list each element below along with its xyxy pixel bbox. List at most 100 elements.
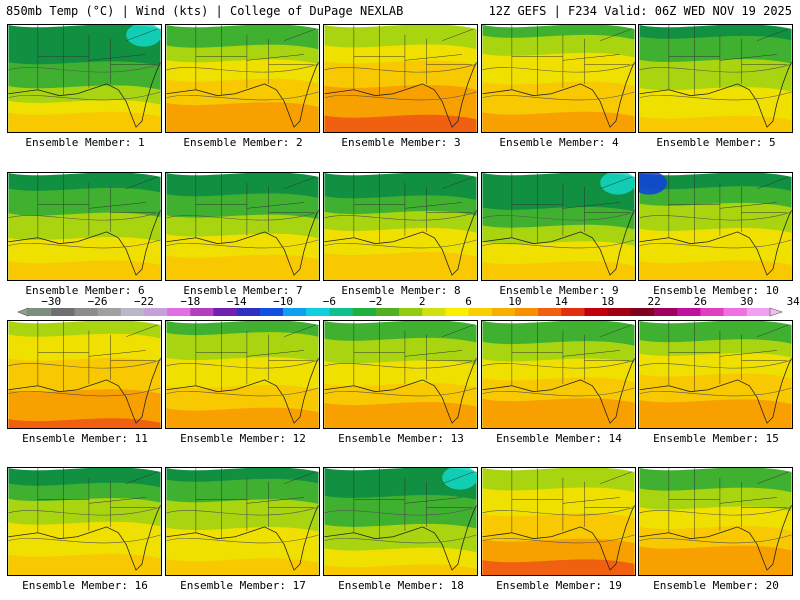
temperature-map (638, 467, 793, 576)
colorbar-swatch (259, 308, 284, 316)
ensemble-member-label: Ensemble Member: 15 (653, 432, 779, 445)
temperature-colorbar: −30−26−22−18−14−10−6−2261014182226303438… (17, 296, 800, 317)
colorbar-tick-label: 34 (787, 296, 800, 308)
colorbar-tick-label: 18 (601, 296, 614, 308)
colorbar-tick-label: −26 (88, 296, 108, 308)
colorbar-swatch (399, 308, 423, 316)
colorbar-tick-label: 14 (555, 296, 569, 308)
colorbar-swatch (283, 308, 307, 316)
temperature-map (7, 24, 162, 133)
ensemble-panel (7, 320, 162, 429)
colorbar-tick-label: 26 (694, 296, 707, 308)
temperature-map (481, 467, 636, 576)
colorbar-tick-label: 10 (508, 296, 521, 308)
colorbar-tick-label: 6 (465, 296, 472, 308)
colorbar-swatch (445, 308, 469, 316)
colorbar-swatch (700, 308, 724, 316)
ensemble-member-label: Ensemble Member: 6 (25, 284, 145, 297)
colorbar-swatch (538, 308, 562, 316)
ensemble-panel (165, 172, 320, 281)
colorbar-tick-label: 22 (647, 296, 660, 308)
ensemble-panel (323, 320, 478, 429)
ensemble-member-label: Ensemble Member: 11 (22, 432, 148, 445)
ensemble-panel (323, 467, 478, 576)
map-title: 850mb Temp (°C) | Wind (kts) | College o… (6, 4, 404, 18)
colorbar-tick-label: −2 (369, 296, 382, 308)
colorbar-swatch (514, 308, 539, 316)
ensemble-member-label: Ensemble Member: 5 (656, 136, 776, 149)
ensemble-member-label: Ensemble Member: 13 (338, 432, 464, 445)
colorbar-tick-label: −18 (180, 296, 200, 308)
ensemble-member-label: Ensemble Member: 19 (496, 579, 622, 592)
colorbar-swatch (630, 308, 655, 316)
colorbar-swatch (120, 308, 145, 316)
colorbar-swatch (306, 308, 330, 316)
colorbar-swatch (422, 308, 446, 316)
colorbar-tick-label: −10 (273, 296, 293, 308)
ensemble-member-label: Ensemble Member: 18 (338, 579, 464, 592)
ensemble-panel (481, 172, 636, 281)
ensemble-member-label: Ensemble Member: 1 (25, 136, 145, 149)
colorbar-swatch (607, 308, 632, 316)
ensemble-member-label: Ensemble Member: 8 (341, 284, 461, 297)
colorbar-swatch (677, 308, 701, 316)
temperature-map (165, 320, 320, 429)
colorbar-swatch (51, 308, 75, 316)
temperature-map (638, 24, 793, 133)
colorbar-swatch (97, 308, 122, 316)
ensemble-panel (481, 320, 636, 429)
ensemble-panel (481, 467, 636, 576)
colorbar-swatch (584, 308, 608, 316)
ensemble-member-label: Ensemble Member: 7 (183, 284, 303, 297)
colorbar-swatch (213, 308, 237, 316)
colorbar-swatch (375, 308, 400, 316)
ensemble-panel (638, 24, 793, 133)
temperature-map (165, 24, 320, 133)
temperature-map (165, 172, 320, 281)
colorbar-swatch (74, 308, 98, 316)
ensemble-member-label: Ensemble Member: 10 (653, 284, 779, 297)
ensemble-member-label: Ensemble Member: 16 (22, 579, 148, 592)
temperature-map (7, 467, 162, 576)
temperature-map (481, 172, 636, 281)
colorbar-tick-label: −6 (323, 296, 336, 308)
ensemble-panel (165, 467, 320, 576)
temperature-map (7, 172, 162, 281)
colorbar-swatch (723, 308, 748, 316)
ensemble-member-label: Ensemble Member: 14 (496, 432, 622, 445)
ensemble-panel (323, 172, 478, 281)
colorbar-swatch (561, 308, 585, 316)
temperature-map (638, 320, 793, 429)
ensemble-member-label: Ensemble Member: 3 (341, 136, 461, 149)
ensemble-panel (7, 172, 162, 281)
ensemble-member-label: Ensemble Member: 12 (180, 432, 306, 445)
temperature-map (481, 24, 636, 133)
temperature-map (7, 320, 162, 429)
temperature-map (165, 467, 320, 576)
temperature-map (323, 467, 478, 576)
ensemble-panel (165, 320, 320, 429)
temperature-map (481, 320, 636, 429)
colorbar-tick-label: −30 (41, 296, 61, 308)
colorbar-tick-label: 2 (419, 296, 426, 308)
colorbar-swatch (468, 308, 493, 316)
ensemble-panel (165, 24, 320, 133)
colorbar-swatch (746, 308, 771, 316)
temperature-map (323, 24, 478, 133)
colorbar-swatch (329, 308, 353, 316)
colorbar-swatch (654, 308, 678, 316)
colorbar-swatch (143, 308, 168, 316)
colorbar-swatch (28, 308, 52, 316)
colorbar-tick-label: 30 (740, 296, 753, 308)
colorbar-tick-label: −22 (134, 296, 154, 308)
ensemble-panel (638, 320, 793, 429)
colorbar-swatch (491, 308, 516, 316)
colorbar-tick-label: −14 (227, 296, 247, 308)
ensemble-panel (481, 24, 636, 133)
ensemble-panel (323, 24, 478, 133)
colorbar-swatch (167, 308, 191, 316)
ensemble-panel (7, 467, 162, 576)
temperature-map (323, 320, 478, 429)
ensemble-panel (638, 467, 793, 576)
colorbar-swatch (236, 308, 261, 316)
